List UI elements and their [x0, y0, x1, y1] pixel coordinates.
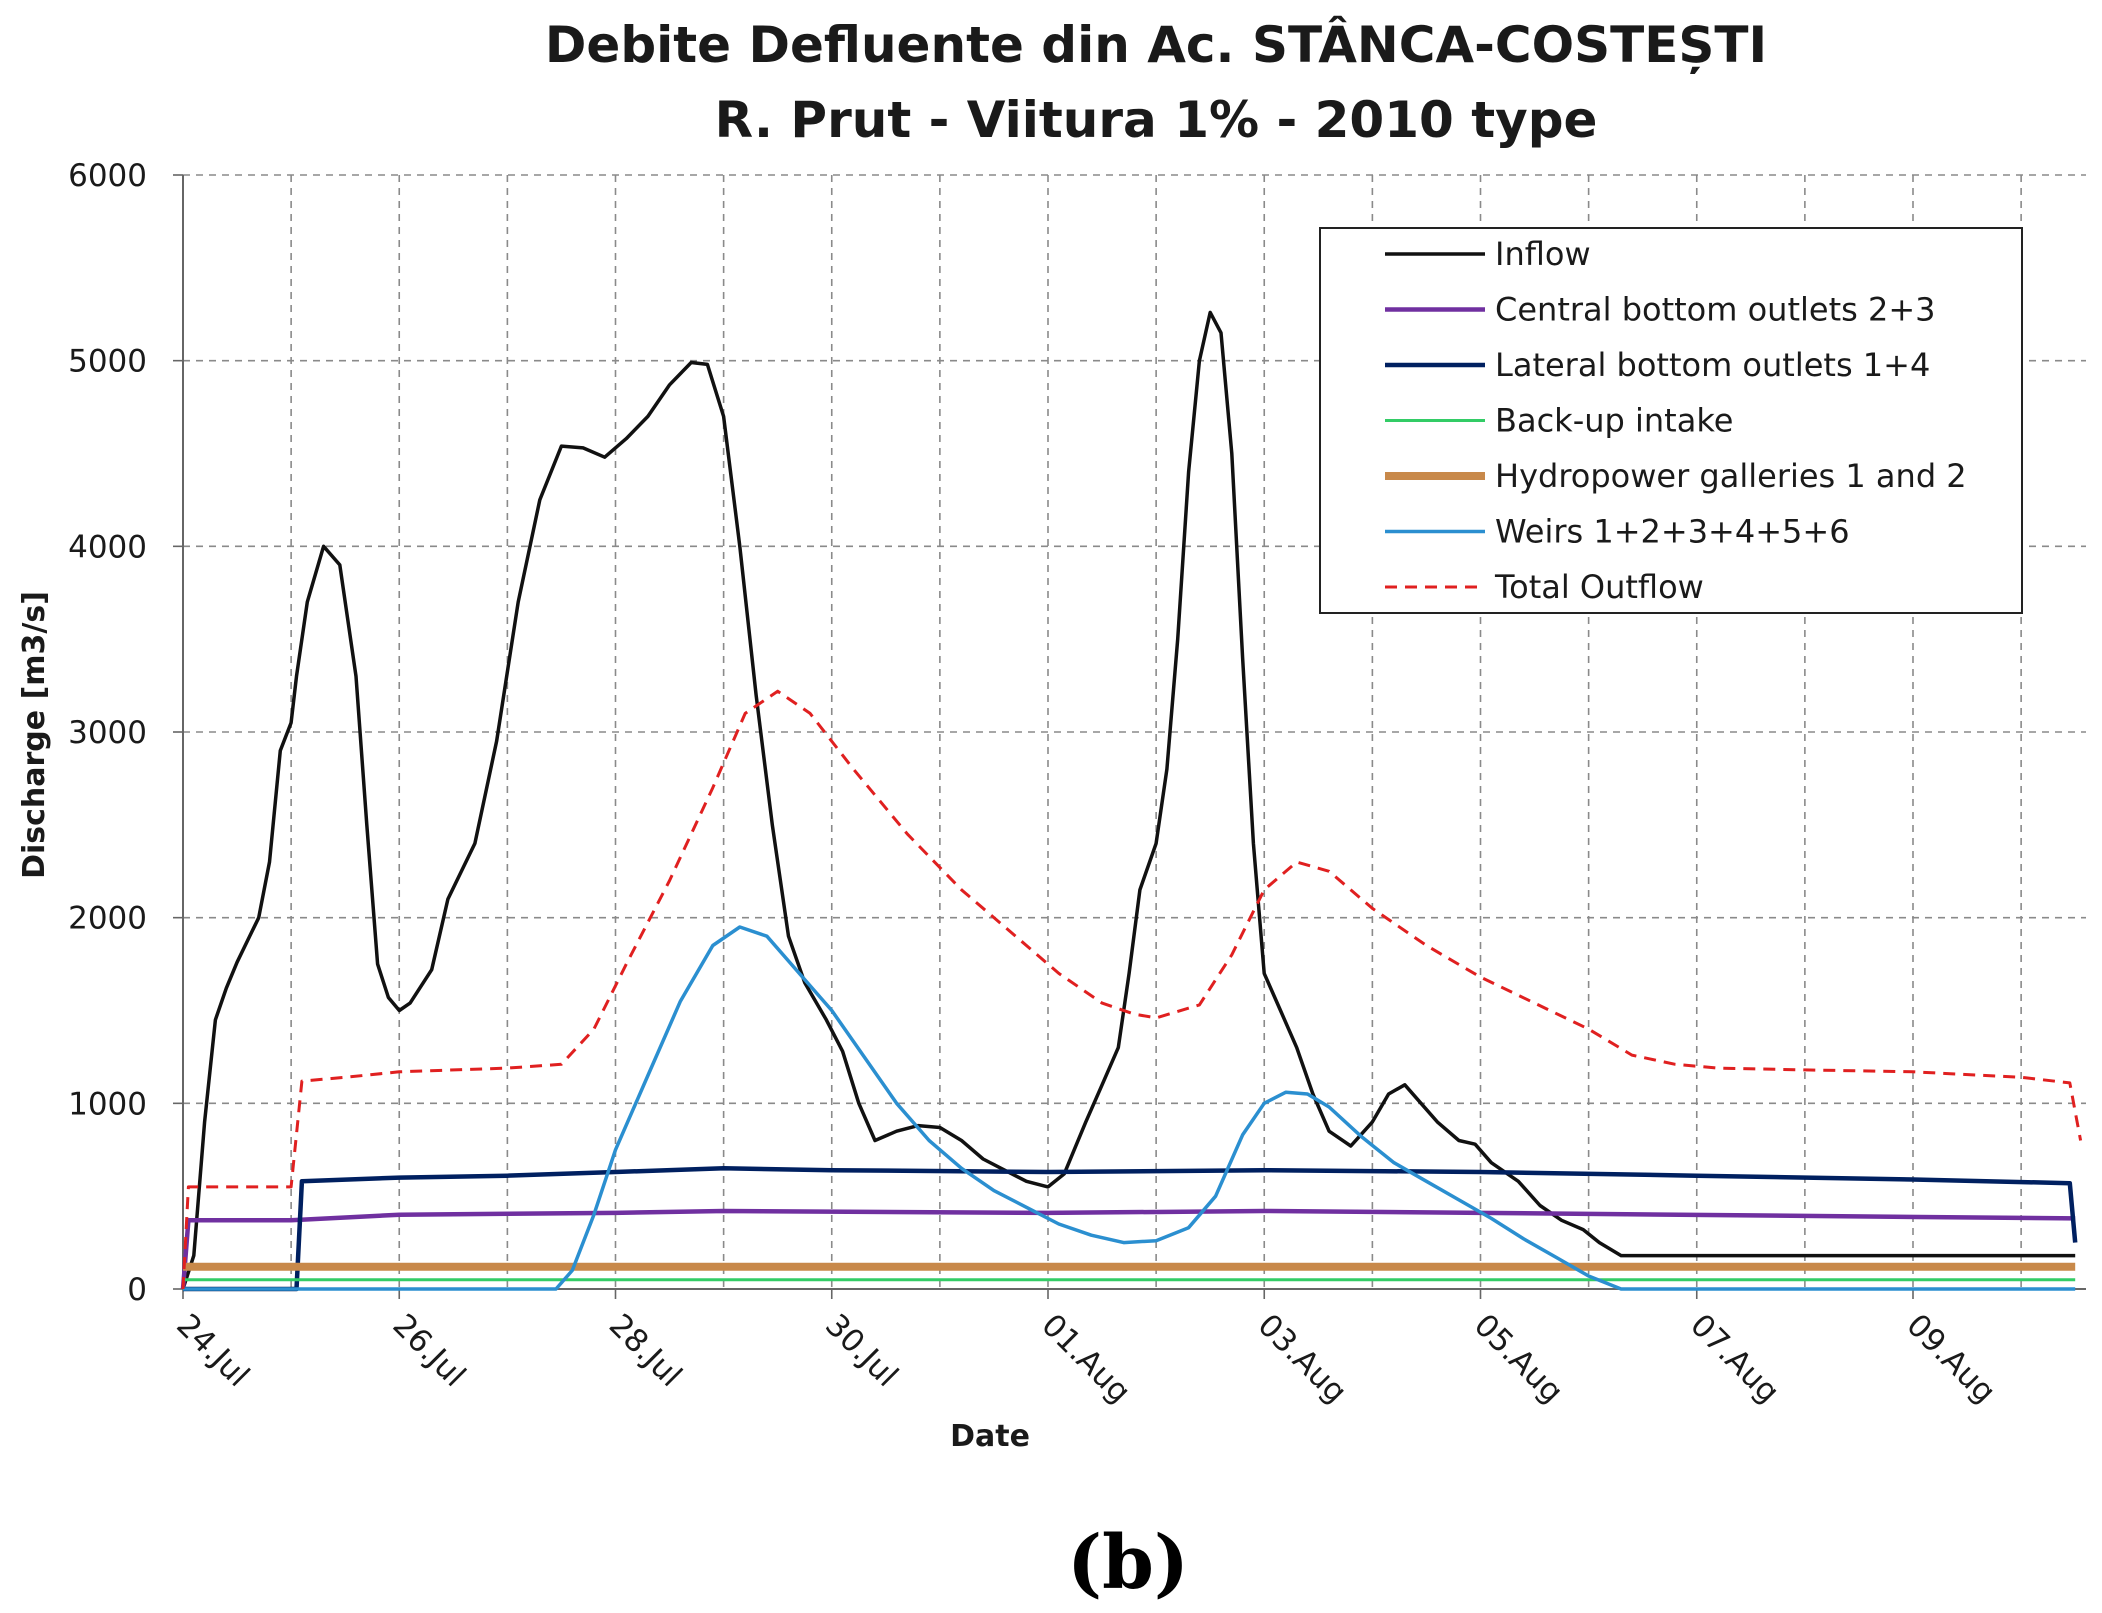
series-line-2 — [183, 1166, 2078, 1292]
series-lines — [180, 310, 2083, 1292]
y-tick-label: 4000 — [68, 529, 147, 565]
series-line-6 — [181, 689, 2083, 1290]
chart-subtitle: R. Prut - Viitura 1% - 2010 type — [715, 91, 1598, 149]
y-tick-label: 1000 — [68, 1086, 147, 1122]
legend: Inflow Central bottom outlets 2+3 Lateral … — [1319, 227, 2023, 614]
y-tick-label: 6000 — [68, 158, 147, 194]
chart-title: Debite Defluente din Ac. STÂNCA-COSTEȘTI — [545, 15, 1767, 74]
series-line-5 — [183, 925, 2076, 1291]
y-tick-label: 5000 — [68, 344, 147, 380]
legend-label-1: Central bottom outlets 2+3 — [1495, 291, 1936, 329]
series-line-0 — [181, 310, 2076, 1290]
y-tick-labels: 0 1000 2000 3000 4000 5000 6000 — [68, 158, 147, 1308]
legend-label-2: Lateral bottom outlets 1+4 — [1495, 346, 1930, 384]
legend-entries: Inflow Central bottom outlets 2+3 Lateral … — [1385, 235, 1967, 606]
figure-caption: (b) — [1067, 1520, 1189, 1606]
legend-label-4: Hydropower galleries 1 and 2 — [1495, 457, 1967, 495]
legend-label-6: Total Outflow — [1494, 568, 1704, 606]
y-axis-label: Discharge [m3/s] — [17, 591, 52, 879]
legend-label-0: Inflow — [1495, 235, 1591, 273]
legend-label-5: Weirs 1+2+3+4+5+6 — [1495, 513, 1850, 551]
y-tick-label: 2000 — [68, 901, 147, 937]
x-axis-label: Date — [950, 1419, 1030, 1454]
y-tick-label: 3000 — [68, 715, 147, 751]
y-tick-label: 0 — [127, 1272, 147, 1308]
series-line-1 — [180, 1208, 2076, 1290]
legend-label-3: Back-up intake — [1495, 402, 1733, 440]
